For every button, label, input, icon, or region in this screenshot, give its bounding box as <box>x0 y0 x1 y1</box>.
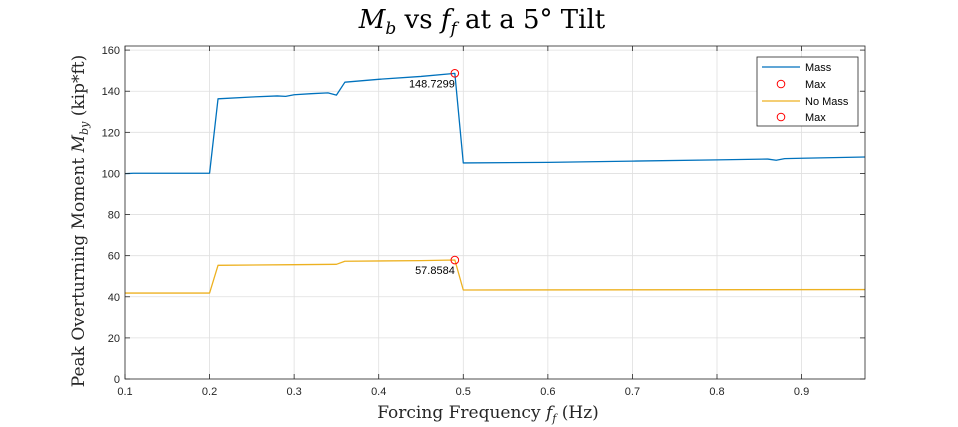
legend-entry-mass: Mass <box>762 62 832 74</box>
x-tick-label: 0.8 <box>709 386 724 398</box>
legend-swatch-max-mass <box>776 79 786 89</box>
x-tick-label: 0.1 <box>117 386 132 398</box>
xlabel-f: f <box>544 403 555 423</box>
series <box>124 72 866 294</box>
legend-box <box>756 56 859 127</box>
x-tick-label: 0.4 <box>371 386 386 398</box>
xlabel-f-sub: f <box>551 412 558 425</box>
ylabel-post: (kip*ft) <box>69 55 89 122</box>
max-data-label-0: 148.7299 <box>409 78 455 90</box>
max-data-label-1: 57.8584 <box>415 265 455 277</box>
max-markers: 148.7299 57.8584 <box>409 68 460 277</box>
legend-label-mass: Mass <box>805 62 832 74</box>
legend-label-max-no-mass: Max <box>805 112 826 124</box>
y-tick-label: 160 <box>102 45 120 57</box>
chart-title: Mb vs ff at a 5° Tilt <box>358 5 606 39</box>
max-marker-1 <box>450 255 460 265</box>
title-m-sub: b <box>385 19 396 39</box>
series-line-mass <box>124 72 866 175</box>
legend-entry-max-no-mass: Max <box>776 112 826 124</box>
x-tick-label: 0.2 <box>202 386 217 398</box>
y-tick-label: 0 <box>114 374 120 386</box>
x-tick-label: 0.7 <box>625 386 640 398</box>
legend-entry-no-mass: No Mass <box>762 96 849 108</box>
ylabel-pre: Peak Overturning Moment <box>69 152 89 387</box>
y-tick-label: 40 <box>108 292 120 304</box>
max-marker-0 <box>450 68 460 78</box>
ylabel-m-sub: by <box>78 121 91 135</box>
xlabel-pre: Forcing Frequency <box>377 403 546 423</box>
series-line-no-mass <box>125 259 866 294</box>
plot-frame <box>124 45 866 380</box>
legend-label-max-mass: Max <box>805 79 826 91</box>
x-tick-label: 0.3 <box>286 386 301 398</box>
title-vs: vs <box>396 5 441 35</box>
y-tick-label: 100 <box>102 168 120 180</box>
title-f-sub: f <box>448 19 459 39</box>
title-m: M <box>358 5 387 35</box>
ylabel-m: M <box>69 134 89 153</box>
legend-entry-max-mass: Max <box>776 79 826 91</box>
y-tick-label: 20 <box>108 333 120 345</box>
title-rest: at a 5° Tilt <box>457 5 606 35</box>
legend-label-no-mass: No Mass <box>805 96 849 108</box>
plot-area <box>125 46 865 379</box>
x-tick-label: 0.9 <box>794 386 809 398</box>
y-tick-label: 120 <box>102 127 120 139</box>
legend-swatch-max-no-mass <box>776 112 786 122</box>
y-axis-label: Peak Overturning Moment Mby (kip*ft) <box>69 55 91 387</box>
y-tick-label: 80 <box>108 210 120 222</box>
x-tick-label: 0.5 <box>456 386 471 398</box>
x-axis-label: Forcing Frequency ff (Hz) <box>377 403 599 425</box>
y-tick-label: 60 <box>108 251 120 263</box>
x-tick-label: 0.6 <box>540 386 555 398</box>
legend: Mass Max No Mass Max <box>756 56 859 127</box>
axis-ticks: 0.1 0.2 0.3 0.4 0.5 0.6 0.7 0.8 0.9 0 20 40 60 80 100 1… <box>102 45 865 398</box>
xlabel-post: (Hz) <box>556 403 598 423</box>
y-tick-label: 140 <box>102 86 120 98</box>
